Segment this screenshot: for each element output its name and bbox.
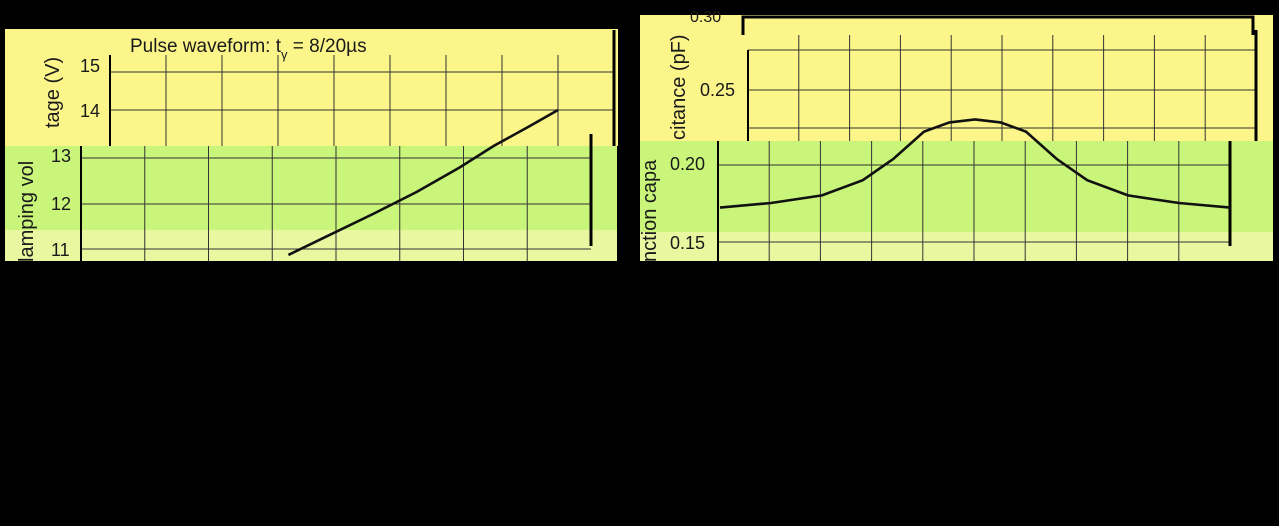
- left-grid: [81, 55, 614, 261]
- annotation-subscript: γ: [281, 47, 288, 62]
- left-ytick-14: 14: [80, 101, 100, 121]
- right-ylabel-lower: nction capa: [639, 159, 661, 262]
- left-ytick-15: 15: [80, 56, 100, 76]
- left-frame: [80, 12, 616, 261]
- left-annotation: Pulse waveform: tγ = 8/20µs: [130, 36, 367, 62]
- left-panel-background: [5, 29, 618, 261]
- annotation-suffix: = 8/20µs: [288, 36, 367, 57]
- left-ylabel-upper: tage (V): [42, 57, 64, 128]
- left-ytick-12: 12: [51, 194, 71, 214]
- right-ytick-025: 0.25: [700, 80, 735, 100]
- right-band-green: [640, 141, 1273, 232]
- left-ytick-11: 11: [51, 240, 70, 260]
- left-band-yellow: [5, 29, 618, 146]
- left-top-bracket: [97, 12, 610, 28]
- right-frame: [717, 15, 1258, 261]
- right-label-strip: [640, 15, 718, 141]
- right-top-bracket: [741, 15, 1255, 35]
- right-series-line: [719, 118, 1231, 209]
- right-ylabel-upper: citance (pF): [668, 34, 690, 140]
- right-ytick-015: 0.15: [670, 233, 705, 253]
- right-panel-background: [640, 15, 1273, 261]
- right-ytick-030: 0.30: [690, 9, 721, 26]
- left-series-line: [287, 108, 559, 257]
- left-ytick-13: 13: [51, 146, 71, 166]
- right-band-pale: [640, 232, 1273, 261]
- left-band-pale: [5, 230, 617, 261]
- right-ytick-020: 0.20: [670, 154, 705, 174]
- annotation-prefix: Pulse waveform: t: [130, 36, 282, 57]
- right-band-yellow: [718, 15, 1273, 141]
- left-ylabel-lower: lamping vol: [16, 161, 38, 262]
- left-band-green: [5, 146, 617, 230]
